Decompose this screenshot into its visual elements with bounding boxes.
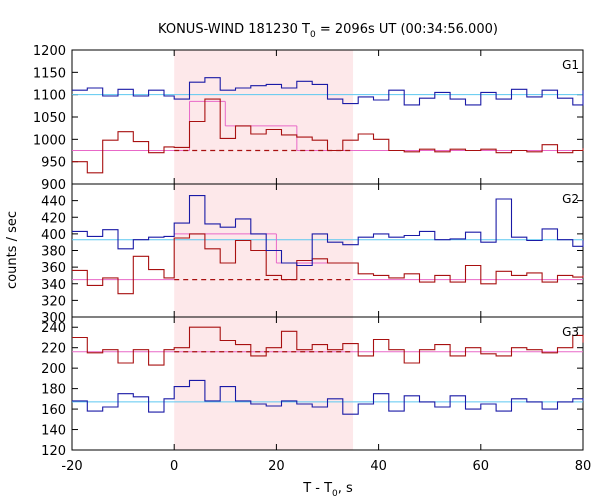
x-axis-label-rest: , s [338,481,353,496]
y-tick-label-g2: 380 [41,245,66,260]
panel-label-g2: G2 [562,192,579,206]
y-tick-label-g3: 240 [41,321,66,336]
panel-label-g3: G3 [562,325,579,339]
y-tick-label-g2: 360 [41,261,66,276]
y-tick-label-g2: 400 [41,228,66,243]
y-tick-label-g2: 300 [41,311,66,326]
chart-title-subscript: 0 [310,30,316,40]
y-tick-label-g3: 180 [41,383,66,398]
blue-series-g3 [72,379,584,415]
chart-title: KONUS-WIND 181230 T0 = 2096s UT (00:34:5… [158,22,498,40]
x-tick-label: 80 [575,459,592,474]
y-tick-label-g3: 200 [41,362,66,377]
y-tick-label-g1: 1100 [33,89,66,104]
panel-label-g1: G1 [562,58,579,72]
panel-frame-g3 [71,316,584,451]
y-tick-label-g2: 420 [41,211,66,226]
y-tick-label-g1: 1200 [33,44,66,59]
data-layer [72,77,584,415]
x-axis-label-main: T - T [302,481,332,496]
x-tick-label: 0 [170,459,178,474]
x-tick-label: 20 [268,459,285,474]
labels-layer: 90095010001050110011501200G1300320340360… [33,44,591,474]
y-tick-label-g3: 160 [41,403,66,418]
blue-series-g1 [72,77,584,106]
red-series-g2 [72,233,584,295]
y-tick-label-g3: 120 [41,444,66,459]
y-axis-label: counts / sec [5,211,20,289]
chart-title-rest: = 2096s UT (00:34:56.000) [316,22,498,37]
y-tick-label-g1: 950 [41,156,66,171]
y-tick-label-g2: 340 [41,278,66,293]
red-series-g1 [72,98,584,174]
panel-frames-layer [71,49,584,451]
y-tick-label-g2: 440 [41,195,66,210]
y-tick-label-g3: 140 [41,424,66,439]
y-tick-label-g1: 1050 [33,111,66,126]
red-series-g3 [72,326,584,366]
x-tick-label: -20 [61,459,82,474]
y-tick-label-g1: 1150 [33,66,66,81]
x-axis-label-subscript: 0 [332,489,338,499]
y-tick-label-g2: 320 [41,294,66,309]
x-tick-label: 40 [370,459,387,474]
chart-title-main: KONUS-WIND 181230 T [158,22,310,37]
blue-series-g2 [72,195,584,267]
y-tick-label-g1: 1000 [33,133,66,148]
y-tick-label-g1: 900 [41,178,66,193]
y-tick-label-g3: 220 [41,342,66,357]
x-tick-label: 60 [473,459,490,474]
x-axis-label: T - T0, s [302,481,353,499]
